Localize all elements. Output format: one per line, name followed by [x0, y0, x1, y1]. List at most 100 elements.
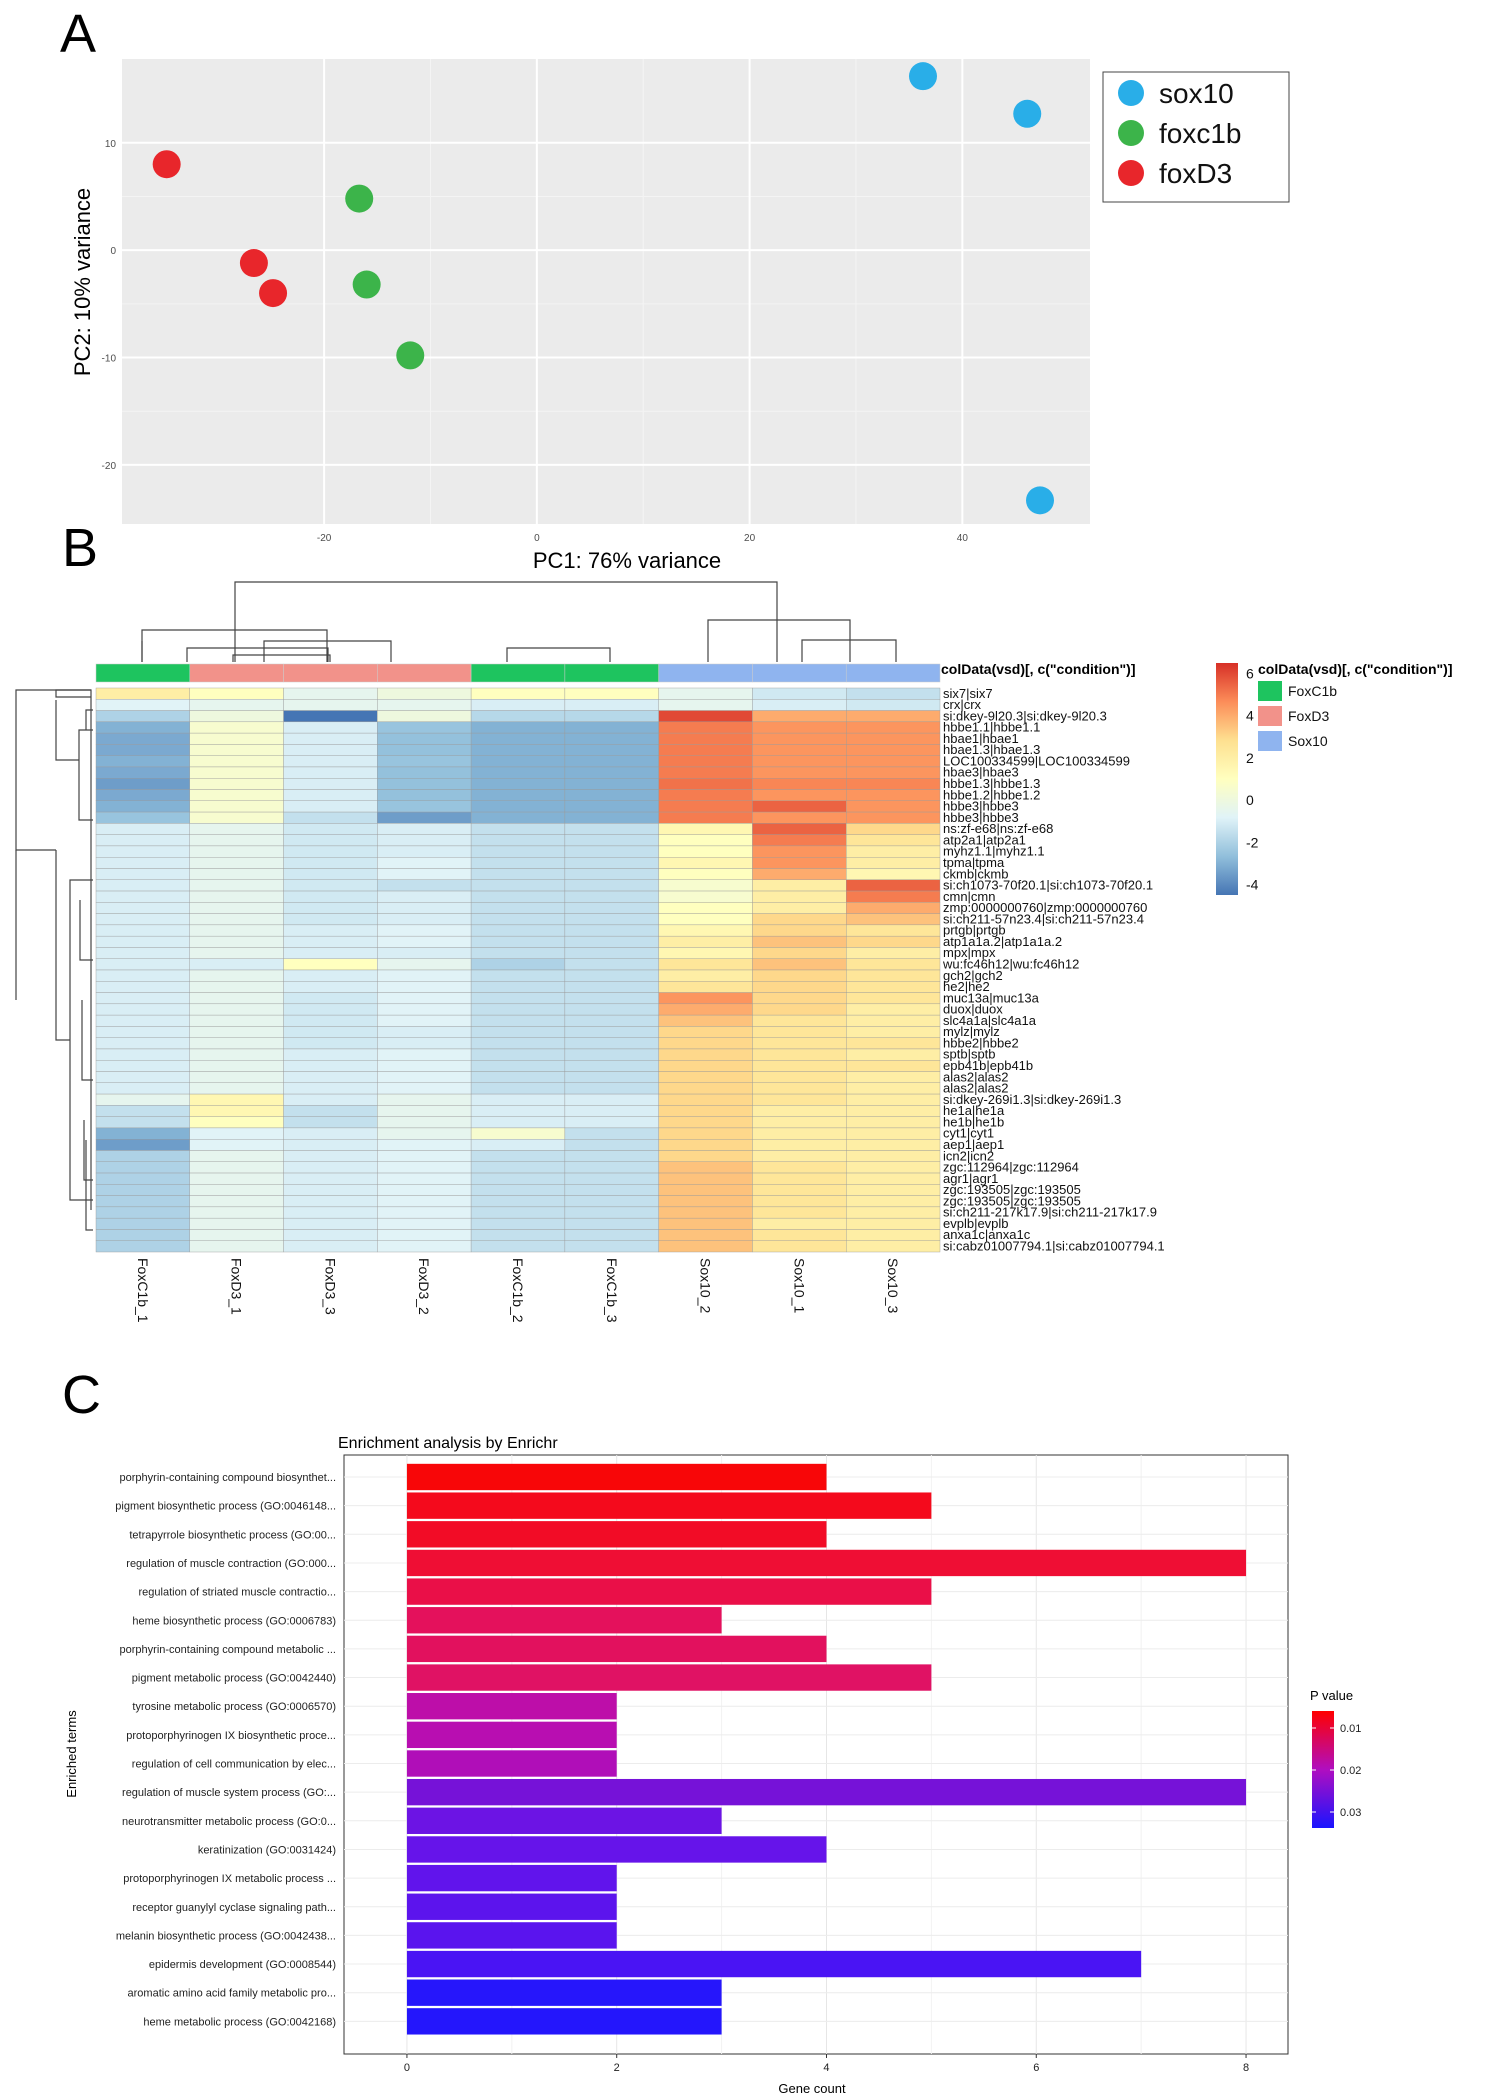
heatmap-cell [95, 721, 190, 734]
heatmap-cell [752, 879, 847, 892]
heatmap-cell [658, 1206, 753, 1219]
heatmap-color-legend: 6 4 2 0 -2 -4 [1216, 663, 1259, 895]
heatmap-cell [189, 1014, 284, 1027]
heatmap-cell [377, 1150, 472, 1162]
heatmap-cell [377, 868, 472, 880]
heatmap-cell [564, 1161, 659, 1174]
heatmap-row-label: atp1a1a.2|atp1a1a.2 [943, 934, 1062, 949]
panel-letter-c: C [62, 1365, 101, 1425]
heatmap-cell [564, 1240, 659, 1253]
heatmap-cell [283, 778, 378, 790]
condition-legend-label: FoxD3 [1288, 708, 1329, 724]
heatmap-cell [377, 699, 472, 711]
heatmap-color-tick: 0 [1246, 792, 1254, 808]
heatmap-cell [470, 1150, 566, 1162]
heatmap-cell [283, 868, 378, 880]
heatmap-cell [470, 1014, 566, 1027]
heatmap-cell [95, 958, 190, 971]
heatmap-cell [846, 1116, 941, 1129]
heatmap-cell [658, 766, 753, 779]
heatmap-row-labels: six7|six7crx|crxsi:dkey-9l20.3|si:dkey-9… [942, 686, 1165, 1254]
heatmap-cell [283, 902, 378, 914]
heatmap-cell [470, 1172, 566, 1185]
heatmap-row-label: crx|crx [943, 697, 982, 712]
pvalue-tick-label: 0.02 [1340, 1765, 1361, 1777]
heatmap-cell [658, 935, 753, 948]
heatmap-cell [564, 992, 659, 1005]
annotation-cell-FoxC1b_3 [564, 663, 659, 683]
heatmap-column-label: FoxC1b_1 [135, 1258, 151, 1323]
heatmap-cell [564, 981, 659, 993]
heatmap-cell [189, 755, 284, 768]
col-dendro-right [707, 619, 851, 662]
pvalue-legend: P value 0.01 0.02 0.03 [1310, 1688, 1361, 1828]
heatmap-cell [95, 879, 190, 892]
enrichment-bar [406, 1463, 827, 1491]
heatmap-column-label: FoxD3_3 [322, 1258, 338, 1315]
heatmap-cell [283, 845, 378, 858]
heatmap-cell [658, 834, 753, 847]
heatmap-cell [283, 1150, 378, 1162]
heatmap-cell [658, 823, 753, 835]
heatmap-cell [470, 879, 566, 892]
enrichment-term-label: porphyrin-containing compound biosynthet… [120, 1472, 336, 1484]
enrichment-x-ticks: 0 2 4 6 8 [404, 2054, 1249, 2074]
pvalue-color-ticks: 0.01 0.02 0.03 [1312, 1723, 1361, 1819]
heatmap-cell [752, 969, 847, 982]
heatmap-row-label: si:dkey-269i1.3|si:dkey-269i1.3 [943, 1092, 1121, 1107]
heatmap-cell [752, 800, 847, 813]
heatmap-cell [283, 1184, 378, 1196]
heatmap-row-label: ckmb|ckmb [943, 866, 1009, 881]
heatmap-cell [95, 1161, 190, 1174]
heatmap-cell [658, 902, 753, 914]
heatmap-cell [846, 1071, 941, 1084]
heatmap-cell [377, 992, 472, 1005]
heatmap-cell [470, 969, 566, 982]
annotation-cell-FoxD3_2 [377, 663, 472, 683]
heatmap-cell [283, 969, 378, 982]
heatmap-cell [283, 1003, 378, 1016]
heatmap-cell [189, 800, 284, 813]
heatmap-cell [95, 1150, 190, 1162]
heatmap-cell [283, 687, 378, 700]
heatmap-cell [564, 1026, 659, 1038]
heatmap-cell [564, 1003, 659, 1016]
heatmap-cell [564, 947, 659, 959]
heatmap-cell [658, 1071, 753, 1084]
heatmap-cell [564, 699, 659, 711]
heatmap-cell [658, 992, 753, 1005]
heatmap-cell [564, 778, 659, 790]
heatmap-cell [658, 1184, 753, 1196]
heatmap-cell [95, 1195, 190, 1208]
heatmap-cell [564, 823, 659, 835]
heatmap-cell [752, 1195, 847, 1208]
heatmap-cell [564, 766, 659, 779]
heatmap-column-label: Sox10_2 [698, 1258, 714, 1313]
heatmap-cell [846, 1138, 941, 1151]
heatmap-cell [283, 1060, 378, 1072]
annotation-row-title: colData(vsd)[, c("condition")] [941, 661, 1136, 677]
heatmap-cell [846, 992, 941, 1005]
heatmap-cell [470, 732, 566, 745]
heatmap-cell [752, 845, 847, 858]
heatmap-cell [189, 924, 284, 937]
heatmap-cell [564, 890, 659, 903]
enrichment-bar [406, 1549, 1247, 1577]
panel-letter-a: A [60, 4, 96, 64]
heatmap-row-label: muc13a|muc13a [943, 990, 1040, 1005]
heatmap-cell [377, 902, 472, 914]
heatmap-row-label: agr1|agr1 [943, 1171, 998, 1186]
heatmap-row-label: duox|duox [943, 1002, 1003, 1017]
heatmap-cell [377, 1195, 472, 1208]
heatmap-cell [846, 857, 941, 869]
heatmap-cell [846, 868, 941, 880]
enrichment-term-label: regulation of muscle system process (GO:… [122, 1787, 336, 1799]
heatmap-cell [470, 1037, 566, 1050]
heatmap-cell [189, 1127, 284, 1140]
heatmap-cell [658, 1060, 753, 1072]
heatmap-cell [564, 1014, 659, 1027]
heatmap-cell [470, 755, 566, 768]
pca-point-foxc1b [396, 341, 425, 370]
heatmap-cell [658, 958, 753, 971]
heatmap-cell [377, 1184, 472, 1196]
